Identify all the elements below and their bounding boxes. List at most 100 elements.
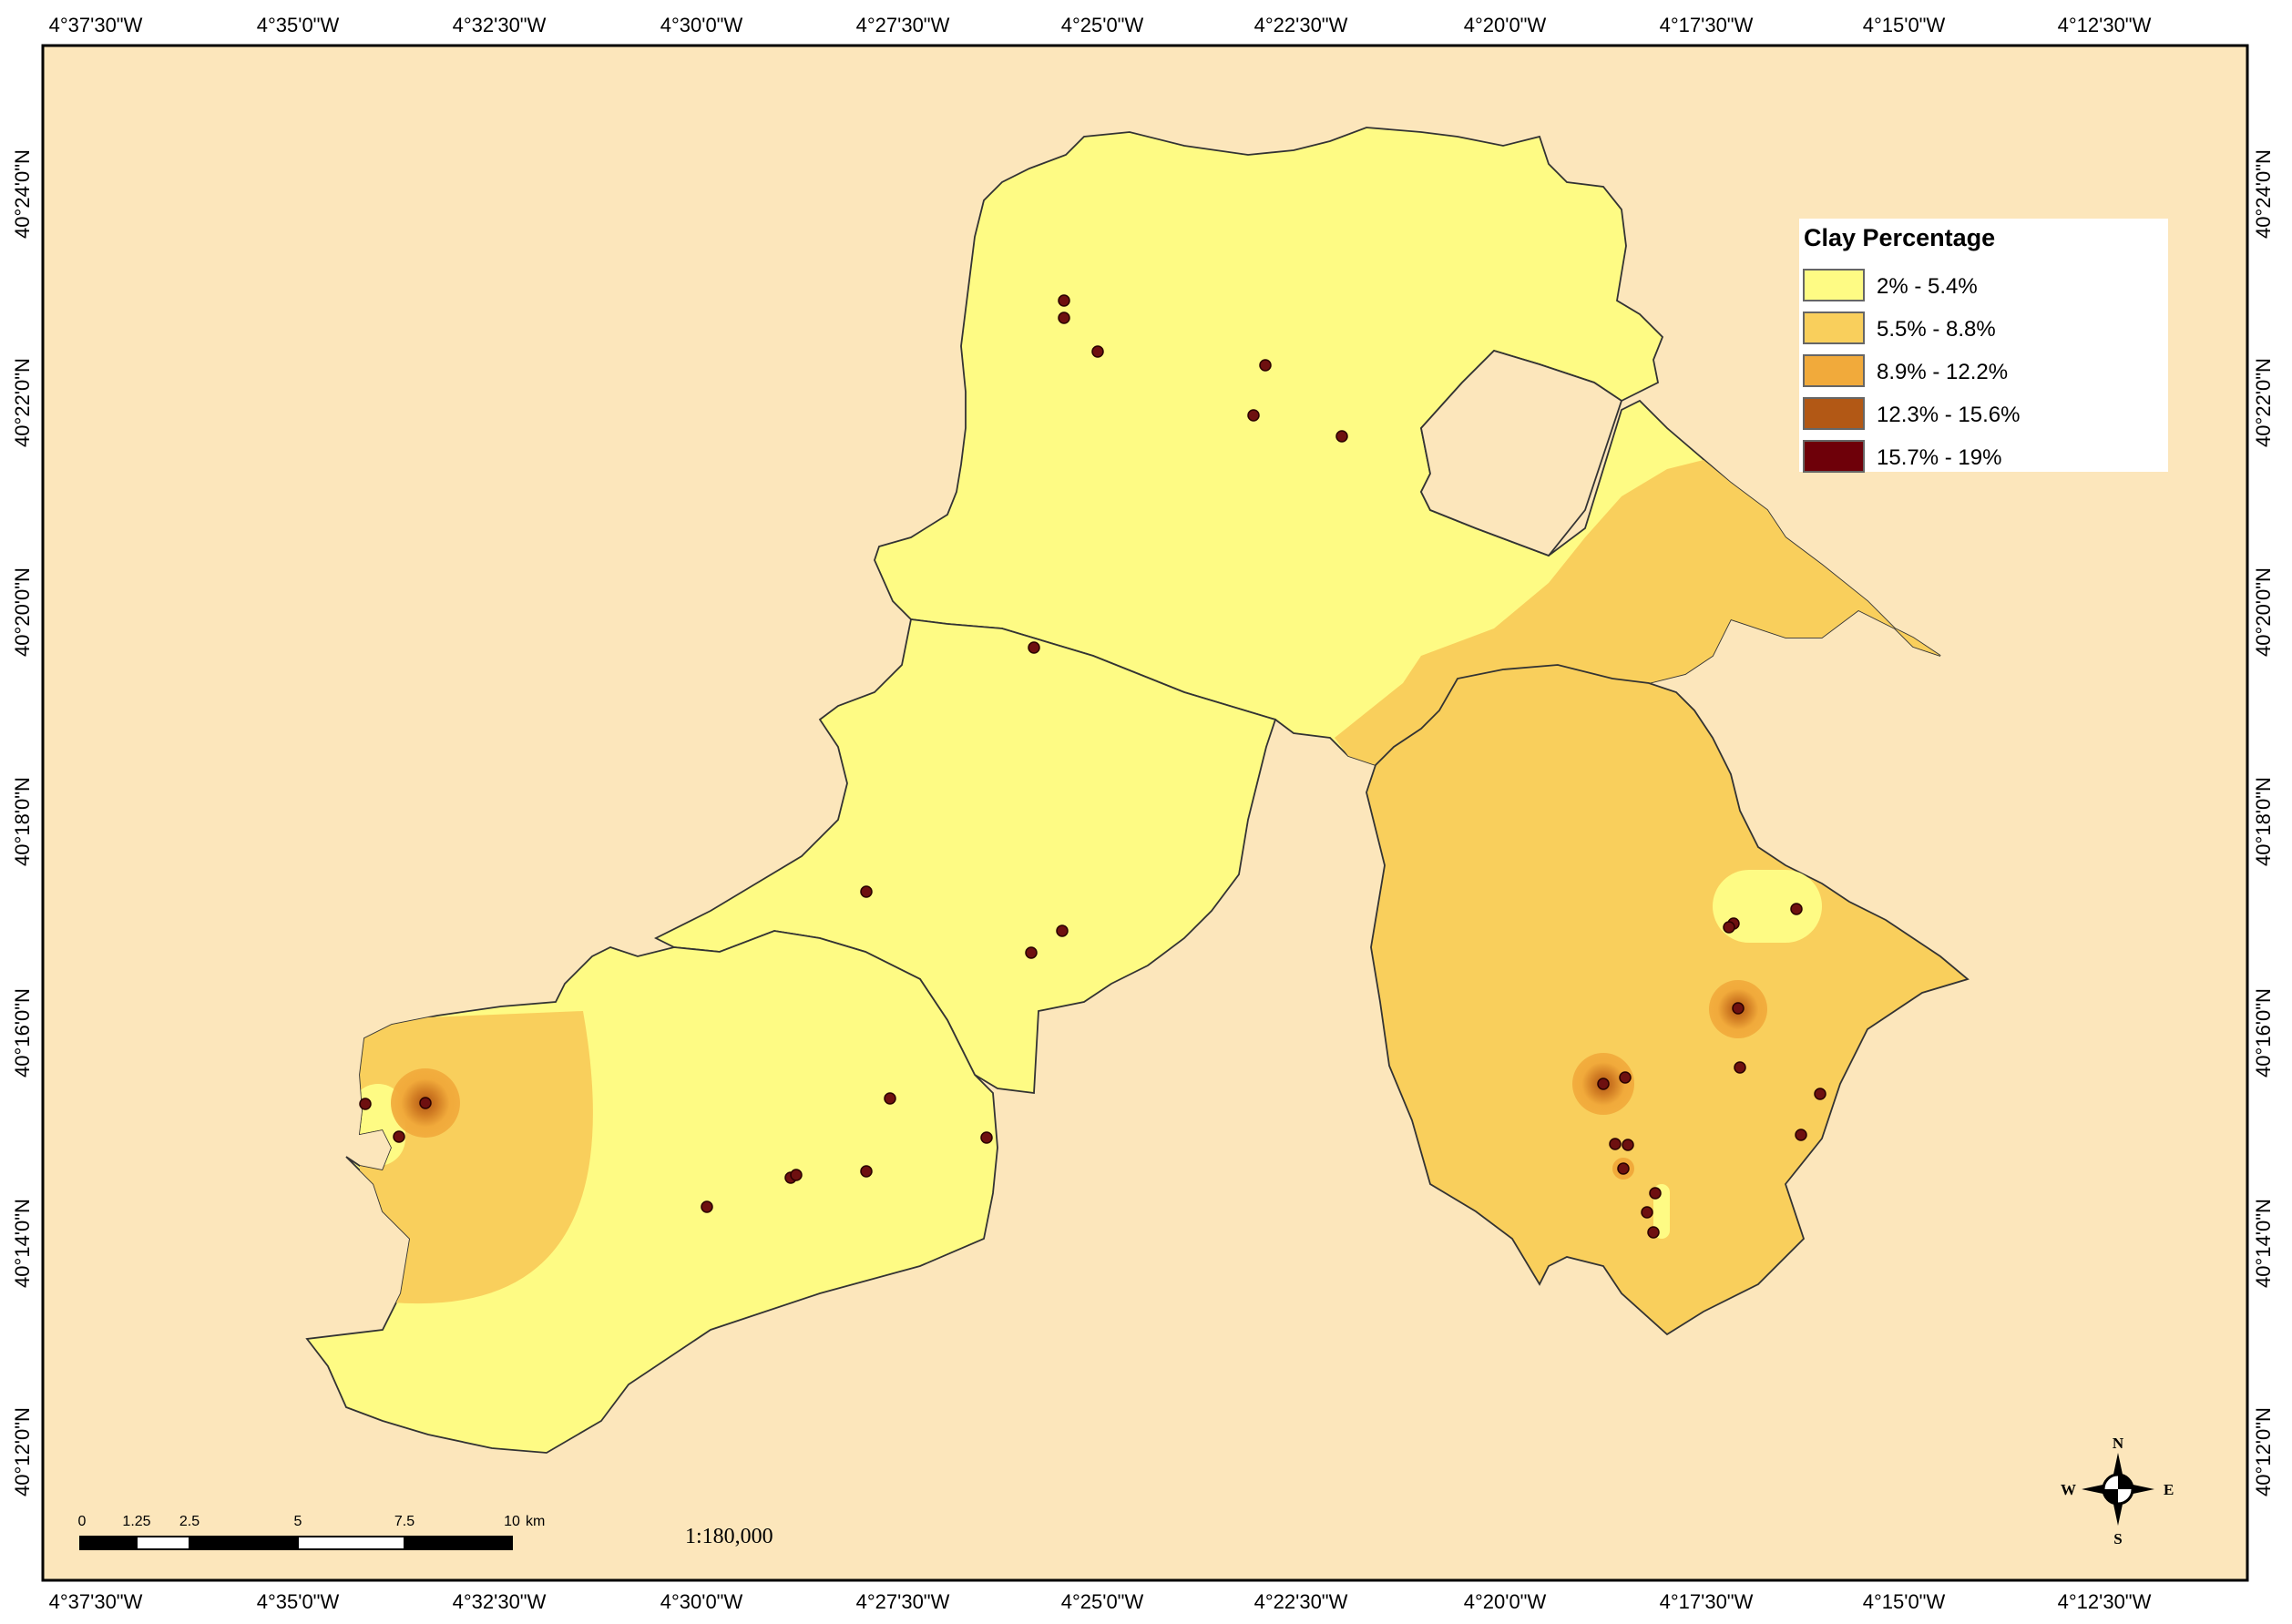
sample-point (980, 1131, 993, 1144)
top-tick-label: 4°35'0"W (257, 14, 340, 36)
bottom-tick-label: 4°25'0"W (1061, 1590, 1144, 1613)
legend-swatch (1803, 397, 1865, 430)
sample-point (1058, 312, 1070, 324)
scale-label: 5 (294, 1514, 302, 1529)
legend-label: 12.3% - 15.6% (1877, 403, 2020, 427)
legend-label: 2% - 5.4% (1877, 274, 1978, 299)
left-tick-label: 40°18'0"N (11, 777, 34, 866)
scale-segment (297, 1536, 405, 1550)
zone-se-yellow-lobe (1713, 870, 1822, 943)
left-tick-label: 40°20'0"N (11, 567, 34, 657)
sample-point (359, 1098, 372, 1110)
top-tick-label: 4°22'30"W (1254, 14, 1348, 36)
legend-background (1799, 219, 2168, 472)
top-tick-label: 4°27'30"W (856, 14, 950, 36)
legend-label: 15.7% - 19% (1877, 445, 2001, 470)
scale-segment (80, 1537, 137, 1549)
top-tick-label: 4°17'30"W (1660, 14, 1754, 36)
right-tick-label: 40°18'0"N (2252, 777, 2275, 866)
right-axis: 40°24'0"N 40°22'0"N 40°20'0"N 40°18'0"N … (2252, 149, 2275, 1496)
top-tick-label: 4°12'30"W (2058, 14, 2152, 36)
zone-ne-band (1335, 460, 1940, 765)
right-tick-label: 40°22'0"N (2252, 358, 2275, 447)
bottom-tick-label: 4°15'0"W (1863, 1590, 1946, 1613)
legend: Clay Percentage 2% - 5.4% 5.5% - 8.8% 8.… (1799, 219, 2168, 473)
sample-point (1058, 294, 1070, 307)
sample-point (1025, 946, 1038, 959)
zones-southeast (1572, 870, 1822, 1239)
scale-segment (136, 1536, 190, 1550)
scale-label: 10 (504, 1514, 520, 1529)
sample-point (419, 1097, 432, 1109)
compass-quadrant (2103, 1489, 2118, 1504)
sample-point (1617, 1162, 1630, 1175)
top-tick-label: 4°30'0"W (660, 14, 743, 36)
bottom-axis: 4°37'30"W 4°35'0"W 4°32'30"W 4°30'0"W 4°… (49, 1590, 2152, 1613)
bottom-tick-label: 4°20'0"W (1464, 1590, 1547, 1613)
sample-point (1641, 1206, 1653, 1219)
scale-outline (79, 1536, 513, 1550)
left-tick-label: 40°12'0"N (11, 1407, 34, 1496)
right-tick-label: 40°12'0"N (2252, 1407, 2275, 1496)
bottom-tick-label: 4°17'30"W (1660, 1590, 1754, 1613)
legend-swatch (1803, 440, 1865, 473)
sample-point (1028, 641, 1040, 654)
top-tick-label: 4°20'0"W (1464, 14, 1547, 36)
top-tick-label: 4°25'0"W (1061, 14, 1144, 36)
scale-label: 7.5 (394, 1514, 414, 1529)
sample-point (1734, 1061, 1746, 1074)
sample-point (1609, 1138, 1622, 1150)
right-tick-label: 40°20'0"N (2252, 567, 2275, 657)
bottom-tick-label: 4°30'0"W (660, 1590, 743, 1613)
scale-ratio: 1:180,000 (685, 1525, 773, 1548)
legend-swatch (1803, 354, 1865, 387)
left-tick-label: 40°24'0"N (11, 149, 34, 239)
top-tick-label: 4°15'0"W (1863, 14, 1946, 36)
bottom-tick-label: 4°37'30"W (49, 1590, 143, 1613)
legend-title: Clay Percentage (1804, 224, 1995, 251)
compass-e-label: E (2164, 1481, 2174, 1498)
sample-point (1056, 924, 1069, 937)
region-southeast (1366, 664, 1970, 1336)
right-tick-label: 40°24'0"N (2252, 149, 2275, 239)
sample-point (1649, 1187, 1662, 1200)
left-tick-label: 40°14'0"N (11, 1199, 34, 1288)
sample-point (1732, 1002, 1745, 1015)
compass-s-label: S (2113, 1530, 2122, 1547)
sample-point (393, 1130, 405, 1143)
sample-point (701, 1200, 713, 1213)
scale-label: 0 (78, 1514, 87, 1529)
enclave (1419, 349, 1623, 557)
sample-point (1723, 921, 1735, 934)
sample-point (1091, 345, 1104, 358)
sample-point (1335, 430, 1348, 443)
left-axis: 40°24'0"N 40°22'0"N 40°20'0"N 40°18'0"N … (11, 149, 34, 1496)
right-tick-label: 40°14'0"N (2252, 1199, 2275, 1288)
sample-point (1790, 903, 1803, 915)
north-arrow: N S E W (2061, 1435, 2174, 1547)
sample-point (860, 885, 873, 898)
sample-point (860, 1165, 873, 1178)
sample-points (359, 294, 1826, 1239)
sample-point (1814, 1088, 1826, 1100)
sample-point (1247, 409, 1260, 422)
legend-label: 5.5% - 8.8% (1877, 317, 1996, 342)
bottom-tick-label: 4°35'0"W (257, 1590, 340, 1613)
scale-unit: km (526, 1514, 545, 1529)
scale-bar: 0 1.25 2.5 5 7.5 10 km (78, 1514, 545, 1550)
sample-point (1597, 1078, 1610, 1090)
scale-label: 2.5 (179, 1514, 200, 1529)
bottom-tick-label: 4°12'30"W (2058, 1590, 2152, 1613)
legend-swatch (1803, 269, 1865, 301)
legend-swatch (1803, 312, 1865, 344)
top-axis: 4°37'30"W 4°35'0"W 4°32'30"W 4°30'0"W 4°… (49, 14, 2152, 36)
top-tick-label: 4°37'30"W (49, 14, 143, 36)
compass-w-label: W (2061, 1481, 2076, 1498)
right-tick-label: 40°16'0"N (2252, 988, 2275, 1078)
bottom-tick-label: 4°22'30"W (1254, 1590, 1348, 1613)
scale-label: 1.25 (122, 1514, 150, 1529)
compass-n-label: N (2113, 1435, 2124, 1452)
scale-segment (189, 1537, 298, 1549)
